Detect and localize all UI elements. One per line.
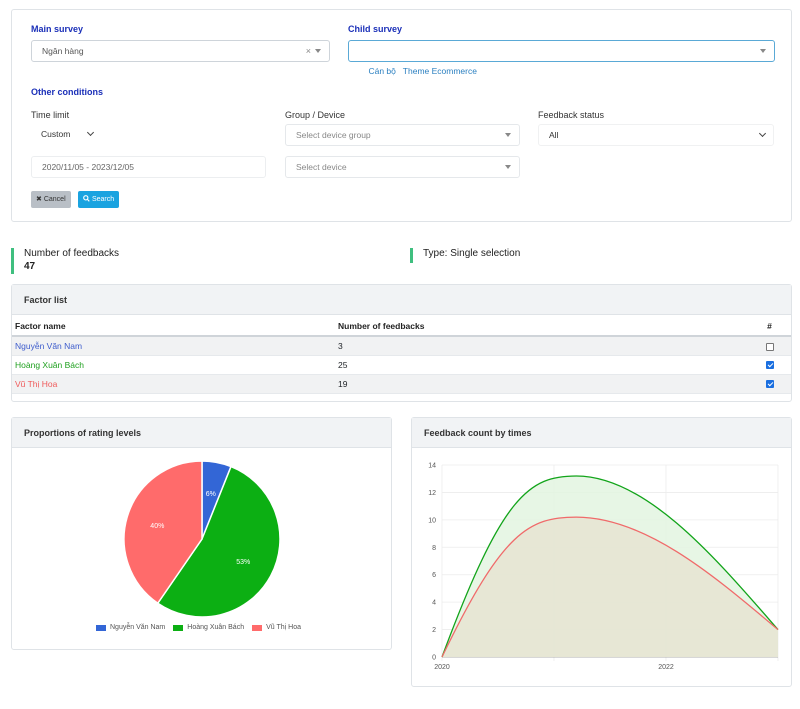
factor-name-cell: Hoàng Xuân Bách — [12, 355, 335, 375]
factor-list-card: Factor list Factor name Number of feedba… — [11, 284, 792, 402]
legend-swatch — [252, 624, 263, 631]
chevron-down-icon — [758, 129, 767, 138]
factor-table: Factor name Number of feedbacks # Nguyễn… — [12, 317, 791, 394]
clear-icon[interactable]: × — [305, 46, 311, 56]
table-row: Hoàng Xuân Bách 25 — [12, 355, 791, 375]
legend-item[interactable]: Nguyễn Văn Nam — [96, 624, 165, 631]
pie-legend: Nguyễn Văn Nam Hoàng Xuân Bách Vũ Thị Hoa — [96, 624, 301, 631]
legend-item[interactable]: Hoàng Xuân Bách — [173, 624, 244, 631]
pie-data-label: 40% — [150, 523, 164, 530]
feedback-count-stat: Number of feedbacks 47 — [11, 248, 119, 274]
series-line[interactable] — [441, 475, 779, 658]
y-tick-label: 2 — [432, 627, 436, 634]
y-tick-label: 0 — [432, 655, 436, 662]
select-cell — [745, 374, 791, 394]
column-factor-name: Factor name — [12, 317, 335, 337]
y-tick-label: 14 — [428, 463, 436, 470]
table-row: Vũ Thị Hoa 19 — [12, 374, 791, 394]
device-group-placeholder: Select device group — [296, 130, 371, 140]
series-line[interactable] — [441, 516, 779, 658]
row-checkbox[interactable] — [765, 361, 774, 370]
child-survey-select[interactable]: Cán bộ Theme Ecommerce — [348, 40, 775, 76]
factor-name-cell: Vũ Thị Hoa — [12, 374, 335, 394]
feedback-count-label: Number of feedbacks — [24, 248, 120, 259]
child-survey-value: Cán bộ Theme Ecommerce — [368, 66, 477, 76]
legend-label: Vũ Thị Hoa — [266, 624, 301, 631]
line-chart-title: Feedback count by times — [412, 418, 791, 448]
feedback-count-cell: 19 — [335, 374, 745, 394]
feedback-status-select[interactable]: All — [538, 124, 774, 146]
pie-chart-title: Proportions of rating levels — [12, 418, 391, 448]
search-button[interactable]: Search — [78, 191, 120, 208]
feedback-status-label: Feedback status — [538, 110, 605, 120]
pie-chart-card: Proportions of rating levels 6% 53% 40% Ng… — [11, 417, 392, 650]
x-tick-label: 2020 — [434, 664, 450, 671]
factor-name-cell: Nguyễn Văn Nam — [12, 336, 335, 356]
feedback-count-value: 47 — [24, 261, 36, 272]
pie-chart: 6% 53% 40% — [123, 460, 281, 618]
row-checkbox[interactable] — [765, 380, 774, 389]
time-limit-value: Custom — [41, 129, 71, 139]
date-range-value: 2020/11/05 - 2023/12/05 — [42, 162, 135, 172]
y-tick-label: 10 — [428, 517, 436, 524]
feedback-status-value: All — [549, 130, 559, 140]
column-feedback-count: Number of feedbacks — [335, 317, 745, 337]
type-stat: Type: Single selection — [410, 248, 520, 263]
table-row: Nguyễn Văn Nam 3 — [12, 336, 791, 356]
chevron-down-icon — [86, 128, 95, 137]
select-cell — [745, 336, 791, 356]
type-label: Type: Single selection — [423, 248, 521, 259]
line-chart-card: Feedback count by times 0 2 4 6 8 10 12 14 2020 2… — [411, 417, 792, 687]
legend-item[interactable]: Vũ Thị Hoa — [252, 624, 301, 631]
feedback-count-cell: 25 — [335, 355, 745, 375]
device-placeholder: Select device — [296, 162, 347, 172]
x-tick-label: 2022 — [658, 664, 674, 671]
y-tick-label: 6 — [432, 572, 436, 579]
factor-list-title: Factor list — [12, 285, 791, 315]
row-checkbox[interactable] — [765, 342, 774, 351]
series-area — [442, 517, 778, 657]
main-survey-select[interactable]: Ngân hàng × — [31, 40, 330, 62]
time-limit-select[interactable]: Custom — [31, 124, 101, 146]
pie-slice[interactable] — [156, 465, 281, 618]
pie-data-label: 6% — [206, 491, 216, 498]
y-tick-label: 12 — [428, 490, 436, 497]
legend-label: Hoàng Xuân Bách — [187, 624, 245, 631]
close-icon: ✖ — [36, 196, 42, 203]
pie-slice[interactable] — [123, 460, 203, 605]
caret-down-icon — [505, 133, 511, 137]
other-conditions-label: Other conditions — [31, 87, 103, 97]
device-group-select[interactable]: Select device group — [285, 124, 520, 146]
legend-swatch — [96, 624, 106, 631]
child-survey-label: Child survey — [348, 24, 403, 34]
device-select[interactable]: Select device — [285, 156, 520, 178]
main-survey-value: Ngân hàng — [42, 46, 84, 56]
caret-down-icon — [315, 49, 321, 53]
select-cell — [745, 355, 791, 375]
pie-data-label: 53% — [236, 559, 250, 566]
main-survey-label: Main survey — [31, 24, 84, 34]
column-select: # — [745, 317, 791, 337]
feedback-count-cell: 3 — [335, 336, 745, 356]
area-chart: 0 2 4 6 8 10 12 14 2020 2022 — [428, 463, 779, 671]
y-tick-label: 4 — [432, 600, 436, 607]
cancel-label: Cancel — [43, 196, 66, 203]
legend-swatch — [173, 624, 184, 631]
legend-label: Nguyễn Văn Nam — [110, 624, 166, 631]
date-range-input[interactable]: 2020/11/05 - 2023/12/05 — [31, 156, 266, 178]
caret-down-icon — [760, 49, 766, 53]
search-label: Search — [91, 196, 115, 203]
caret-down-icon — [505, 165, 511, 169]
search-icon — [83, 195, 90, 202]
cancel-button[interactable]: ✖ Cancel — [31, 191, 71, 208]
y-tick-label: 8 — [432, 545, 436, 552]
filter-panel: Main survey Ngân hàng × Child survey Cán… — [11, 9, 792, 222]
time-limit-label: Time limit — [31, 110, 70, 120]
group-device-label: Group / Device — [285, 110, 346, 120]
